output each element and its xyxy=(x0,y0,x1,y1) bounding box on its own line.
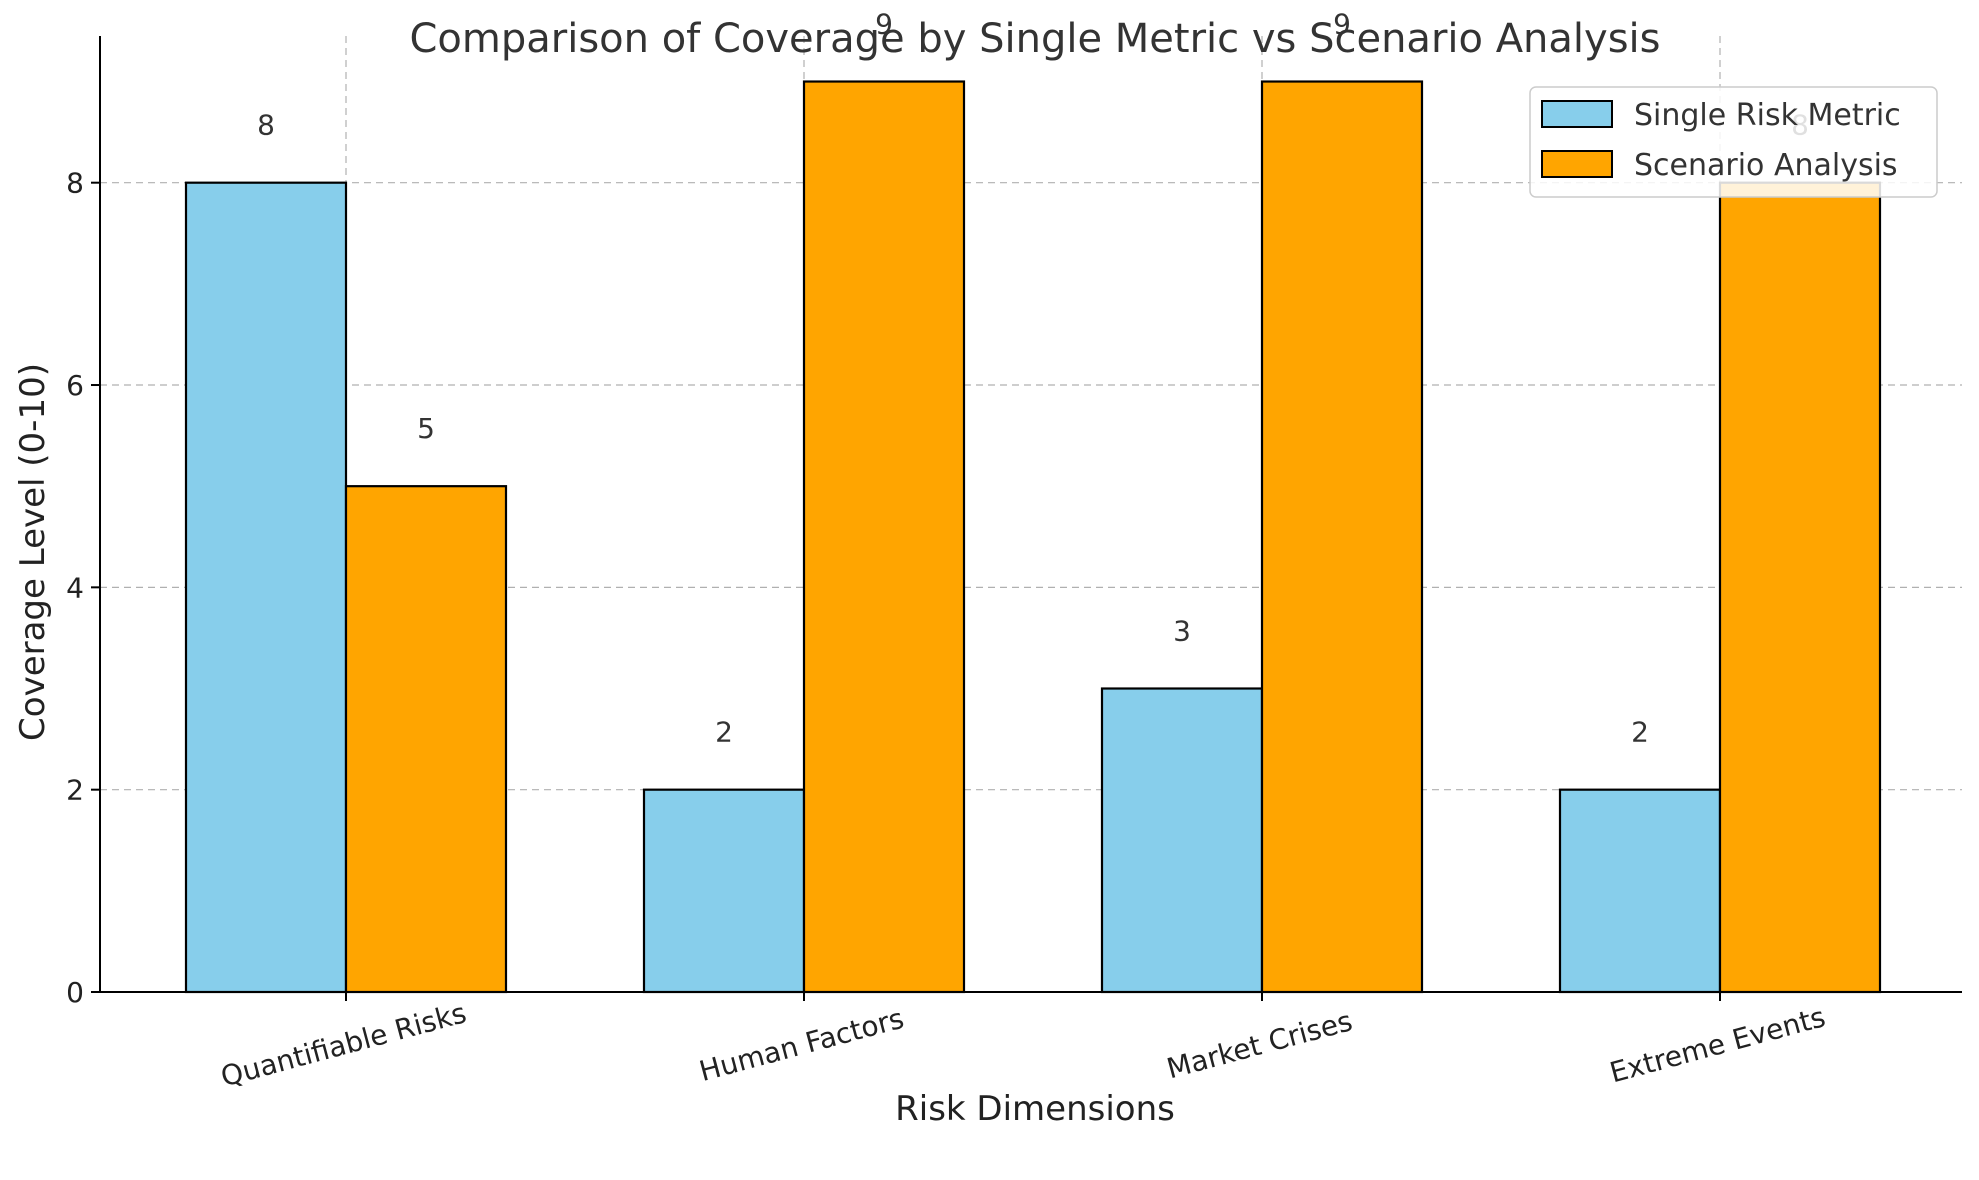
legend-label-single-risk-metric: Single Risk Metric xyxy=(1634,98,1901,133)
data-label-single-risk-metric-human-factors: 2 xyxy=(715,716,733,749)
legend-swatch-scenario-analysis xyxy=(1541,150,1613,178)
x-tick-label-human-factors: Human Factors xyxy=(696,1002,908,1088)
chart-title: Comparison of Coverage by Single Metric … xyxy=(410,16,1661,62)
y-tick-label: 0 xyxy=(66,976,84,1009)
y-tick-label: 8 xyxy=(66,167,84,200)
data-label-single-risk-metric-quantifiable-risks: 8 xyxy=(257,109,275,142)
x-tick-label-quantifiable-risks: Quantifiable Risks xyxy=(217,996,469,1093)
legend-frame xyxy=(1529,86,1938,198)
bar-scenario-analysis-market-crises xyxy=(1260,80,1424,994)
bar-single-risk-metric-quantifiable-risks xyxy=(184,181,348,994)
bar-single-risk-metric-extreme-events xyxy=(1558,788,1722,994)
data-label-scenario-analysis-market-crises: 9 xyxy=(1333,8,1351,41)
bar-scenario-analysis-quantifiable-risks xyxy=(344,485,508,994)
y-axis-label: Coverage Level (0-10) xyxy=(13,363,53,741)
x-tick-label-market-crises: Market Crises xyxy=(1163,1004,1355,1085)
legend-swatch-single-risk-metric xyxy=(1541,100,1613,128)
bar-single-risk-metric-human-factors xyxy=(642,788,806,994)
data-label-single-risk-metric-market-crises: 3 xyxy=(1173,615,1191,648)
data-label-scenario-analysis-human-factors: 9 xyxy=(875,8,893,41)
legend: Single Risk Metric Scenario Analysis xyxy=(1529,86,1938,198)
data-label-single-risk-metric-extreme-events: 2 xyxy=(1631,716,1649,749)
data-label-scenario-analysis-quantifiable-risks: 5 xyxy=(417,412,435,445)
bar-scenario-analysis-human-factors xyxy=(802,80,966,994)
bars-layer xyxy=(184,80,1882,994)
y-tick-label: 2 xyxy=(66,774,84,807)
y-tick-label: 4 xyxy=(66,571,84,604)
y-tick-label: 6 xyxy=(66,369,84,402)
bar-scenario-analysis-extreme-events xyxy=(1718,181,1882,994)
x-tick-label-extreme-events: Extreme Events xyxy=(1606,1000,1829,1089)
legend-label-scenario-analysis: Scenario Analysis xyxy=(1634,148,1898,183)
bar-single-risk-metric-market-crises xyxy=(1100,687,1264,994)
x-axis-label: Risk Dimensions xyxy=(895,1089,1175,1129)
